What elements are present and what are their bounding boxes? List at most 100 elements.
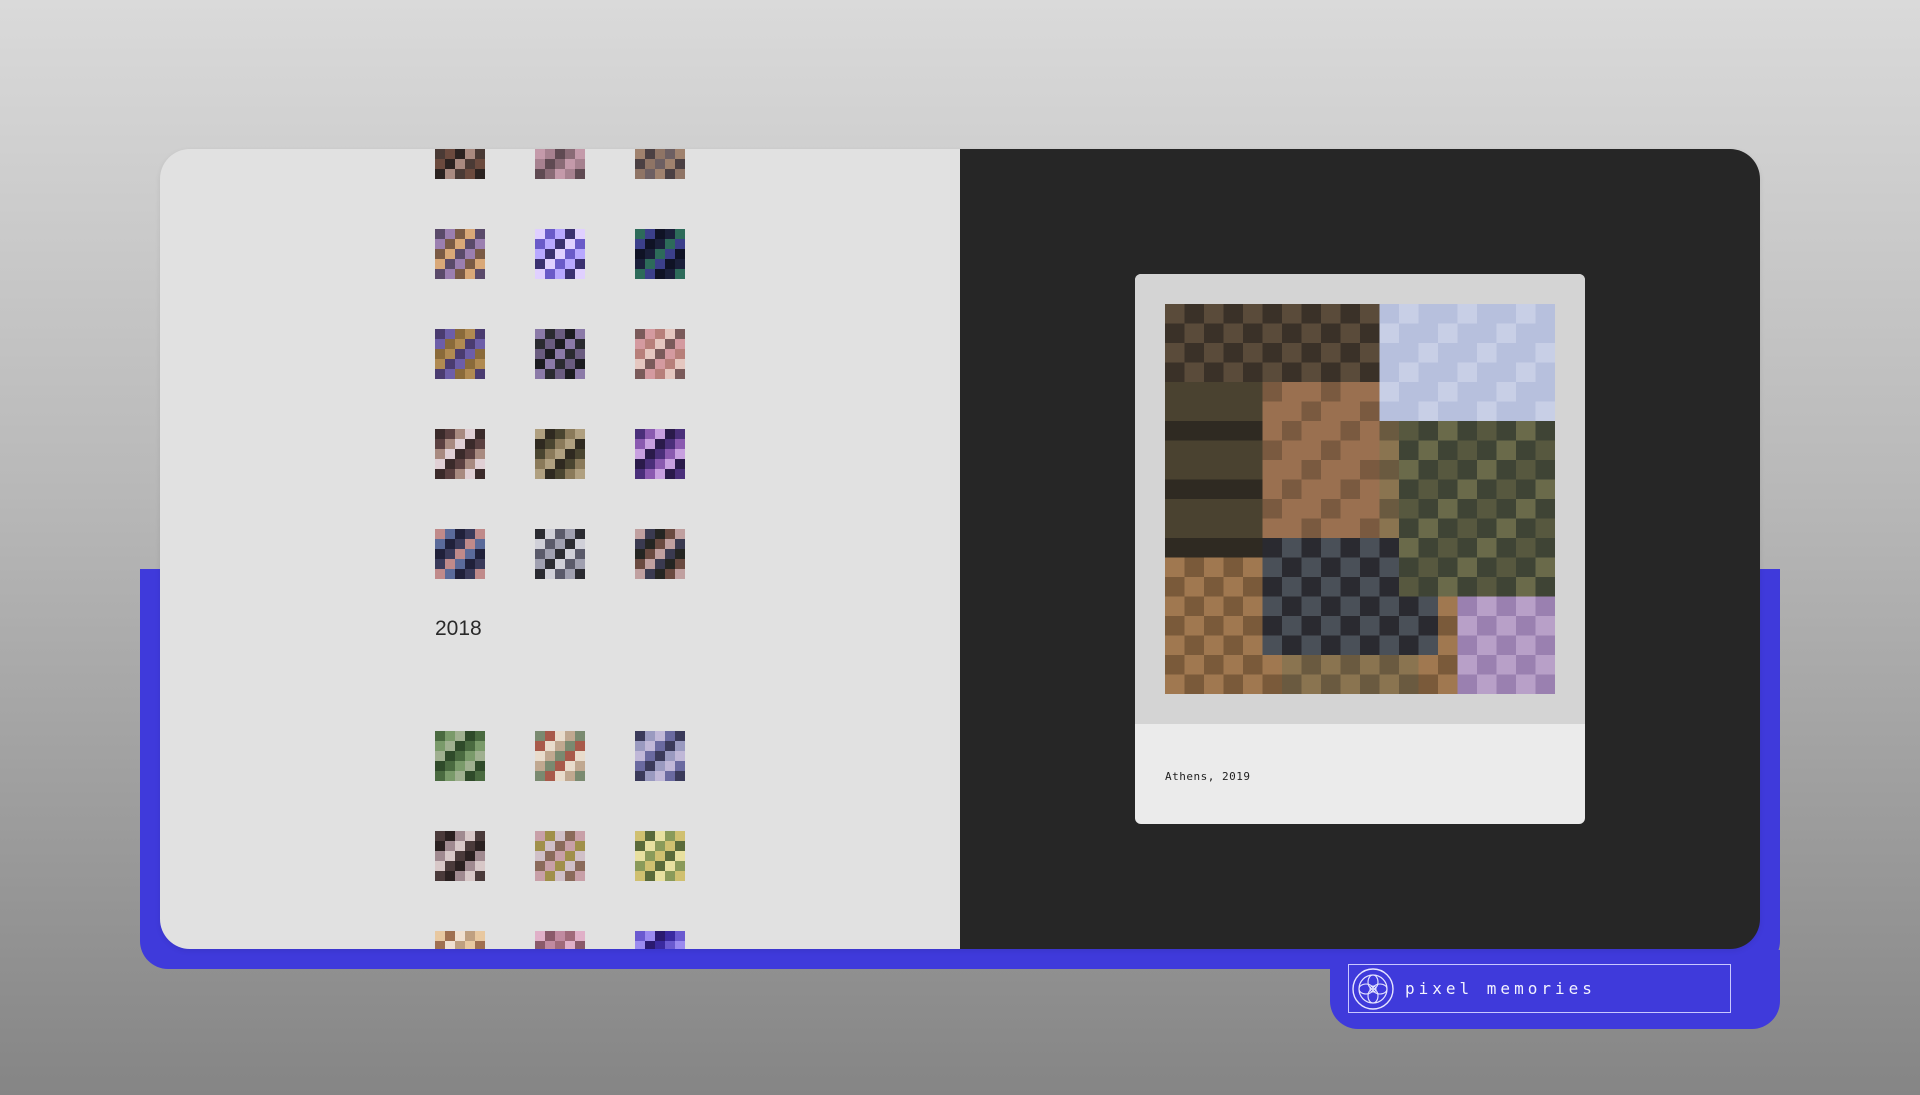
thumb-pixel xyxy=(465,761,476,772)
brand-badge[interactable]: pixel memories xyxy=(1348,964,1731,1013)
photo-pixel xyxy=(1438,499,1458,519)
photo-pixel xyxy=(1379,343,1400,363)
photo-thumbnail[interactable] xyxy=(435,831,485,881)
thumb-pixel xyxy=(575,259,585,270)
photo-pixel xyxy=(1496,460,1517,480)
thumb-pixel xyxy=(445,229,456,240)
photo-thumbnail[interactable] xyxy=(535,149,585,179)
photo-pixel xyxy=(1535,401,1555,422)
photo-pixel xyxy=(1516,401,1536,422)
photo-pixel xyxy=(1262,421,1283,441)
photo-thumbnail[interactable] xyxy=(435,229,485,279)
photo-thumbnail[interactable] xyxy=(435,329,485,379)
photo-pixel xyxy=(1262,401,1283,422)
photo-thumbnail[interactable] xyxy=(635,329,685,379)
thumb-pixel xyxy=(475,159,485,170)
photo-pixel xyxy=(1477,362,1497,383)
thumb-pixel xyxy=(455,751,466,762)
thumb-pixel xyxy=(455,239,466,250)
photo-thumbnail[interactable] xyxy=(635,731,685,781)
photo-pixel xyxy=(1204,304,1224,324)
thumb-pixel xyxy=(565,861,576,872)
thumb-pixel xyxy=(665,549,676,560)
photo-pixel xyxy=(1379,538,1400,558)
thumb-pixel xyxy=(665,359,676,370)
thumb-pixel xyxy=(575,741,585,752)
thumb-pixel xyxy=(455,741,466,752)
thumb-pixel xyxy=(455,449,466,460)
photo-thumbnail[interactable] xyxy=(635,429,685,479)
photo-pixel xyxy=(1243,596,1263,617)
photo-pixel xyxy=(1516,674,1536,694)
thumb-pixel xyxy=(545,731,556,742)
photo-pixel xyxy=(1165,401,1185,422)
thumb-pixel xyxy=(545,831,556,842)
photo-pixel xyxy=(1438,323,1458,344)
photo-thumbnail[interactable] xyxy=(635,229,685,279)
photo-thumbnail[interactable] xyxy=(435,529,485,579)
photo-pixel xyxy=(1477,557,1497,578)
thumb-pixel xyxy=(555,841,566,852)
photo-pixel xyxy=(1282,518,1302,539)
thumb-pixel xyxy=(535,329,546,340)
thumb-pixel xyxy=(455,349,466,360)
photo-pixel xyxy=(1243,362,1263,383)
thumb-pixel xyxy=(665,539,676,550)
thumb-pixel xyxy=(465,369,476,379)
thumb-pixel xyxy=(635,329,646,340)
photo-thumbnail[interactable] xyxy=(435,931,485,949)
photo-pixel xyxy=(1223,518,1244,539)
photo-thumbnail[interactable] xyxy=(435,731,485,781)
thumb-pixel xyxy=(435,741,446,752)
thumb-pixel xyxy=(435,259,446,270)
thumb-pixel xyxy=(635,569,646,579)
polaroid-card: Athens, 2019 xyxy=(1135,274,1585,824)
photo-thumbnail[interactable] xyxy=(635,831,685,881)
photo-pixel xyxy=(1204,577,1224,597)
thumb-pixel xyxy=(535,169,546,179)
photo-thumbnail[interactable] xyxy=(535,731,585,781)
thumb-pixel xyxy=(445,741,456,752)
thumb-pixel xyxy=(465,459,476,470)
thumb-pixel xyxy=(645,169,656,179)
photo-pixel xyxy=(1535,343,1555,363)
photo-pixel xyxy=(1379,518,1400,539)
photo-thumbnail[interactable] xyxy=(435,149,485,179)
photo-thumbnail[interactable] xyxy=(635,149,685,179)
thumb-pixel xyxy=(635,731,646,742)
thumb-pixel xyxy=(665,741,676,752)
photo-thumbnail[interactable] xyxy=(535,229,585,279)
photo-pixel xyxy=(1399,421,1419,441)
photo-pixel xyxy=(1418,440,1439,461)
thumb-pixel xyxy=(575,731,585,742)
photo-pixel xyxy=(1165,362,1185,383)
photo-pixel xyxy=(1262,440,1283,461)
photo-thumbnail[interactable] xyxy=(535,529,585,579)
app-window: 2018 Athens, 2019 xyxy=(160,149,1760,949)
photo-thumbnail[interactable] xyxy=(635,931,685,949)
photo-pixel xyxy=(1340,401,1361,422)
photo-thumbnail[interactable] xyxy=(535,329,585,379)
thumb-pixel xyxy=(665,259,676,270)
photo-pixel xyxy=(1496,479,1517,500)
photo-pixel xyxy=(1457,674,1478,694)
photo-thumbnail[interactable] xyxy=(535,931,585,949)
thumb-pixel xyxy=(665,731,676,742)
photo-pixel xyxy=(1516,616,1536,636)
thumb-pixel xyxy=(665,771,676,781)
gallery-panel[interactable]: 2018 xyxy=(160,149,960,949)
thumb-pixel xyxy=(535,239,546,250)
photo-thumbnail[interactable] xyxy=(635,529,685,579)
thumb-pixel xyxy=(635,851,646,862)
thumb-pixel xyxy=(445,569,456,579)
thumb-pixel xyxy=(675,469,685,479)
photo-thumbnail[interactable] xyxy=(535,429,585,479)
photo-thumbnail[interactable] xyxy=(435,429,485,479)
photo-pixel xyxy=(1496,440,1517,461)
photo-thumbnail[interactable] xyxy=(535,831,585,881)
thumb-pixel xyxy=(675,449,685,460)
thumb-pixel xyxy=(535,269,546,279)
photo-pixel xyxy=(1457,655,1478,675)
thumb-pixel xyxy=(565,359,576,370)
thumb-pixel xyxy=(565,771,576,781)
